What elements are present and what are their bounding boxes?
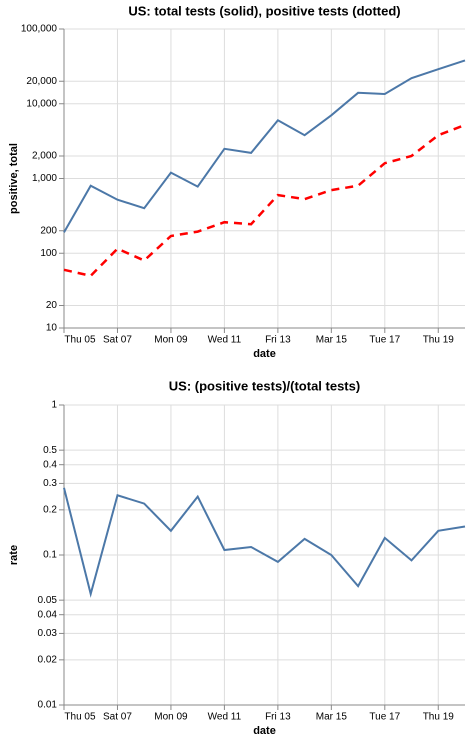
x-tick-label: Thu 05	[64, 335, 96, 346]
chart-title: US: total tests (solid), positive tests …	[128, 3, 400, 18]
y-tick-label: 100,000	[21, 24, 58, 35]
y-tick-label: 0.2	[43, 504, 57, 515]
x-tick-label: Mon 09	[154, 712, 188, 723]
y-tick-label: 0.02	[38, 654, 58, 665]
y-axis-title: positive, total	[8, 143, 20, 214]
chart-title: US: (positive tests)/(total tests)	[169, 378, 360, 393]
x-tick-label: Fri 13	[265, 335, 291, 346]
y-tick-label: 10	[46, 323, 58, 334]
x-axis-title: date	[253, 725, 276, 737]
x-tick-label: Mon 09	[154, 335, 188, 346]
x-tick-label: Tue 17	[369, 712, 400, 723]
chart: US: total tests (solid), positive tests …	[8, 3, 466, 360]
y-tick-label: 1,000	[32, 173, 57, 184]
x-axis-title: date	[253, 348, 276, 360]
x-tick-label: Wed 11	[208, 335, 242, 346]
x-tick-label: Wed 11	[208, 712, 242, 723]
y-tick-label: 200	[40, 225, 57, 236]
y-tick-label: 0.1	[43, 550, 57, 561]
x-tick-label: Thu 05	[64, 712, 96, 723]
x-tick-label: Thu 19	[423, 712, 455, 723]
chart: US: (positive tests)/(total tests) 0.01 0.…	[8, 378, 466, 737]
y-tick-label: 2,000	[32, 151, 57, 162]
x-tick-label: Thu 19	[423, 335, 455, 346]
y-tick-label: 100	[40, 248, 57, 259]
x-tick-label: Tue 17	[369, 335, 400, 346]
y-tick-label: 0.03	[38, 628, 58, 639]
y-tick-label: 20	[46, 300, 58, 311]
x-tick-label: Sat 07	[103, 335, 132, 346]
data-line	[63, 59, 466, 233]
data-line	[63, 487, 466, 598]
y-tick-label: 10,000	[26, 98, 57, 109]
y-tick-label: 20,000	[26, 76, 57, 87]
y-tick-label: 0.4	[43, 459, 57, 470]
y-tick-label: 1	[51, 400, 57, 411]
y-tick-label: 0.3	[43, 478, 57, 489]
y-tick-label: 0.5	[43, 445, 57, 456]
y-tick-label: 0.04	[38, 609, 58, 620]
data-line	[63, 123, 466, 278]
x-tick-label: Fri 13	[265, 712, 291, 723]
x-tick-label: Mar 15	[316, 335, 348, 346]
y-axis-title: rate	[8, 545, 20, 565]
y-tick-label: 0.01	[38, 700, 58, 711]
x-tick-label: Sat 07	[103, 712, 132, 723]
y-tick-label: 0.05	[38, 595, 58, 606]
x-tick-label: Mar 15	[316, 712, 348, 723]
